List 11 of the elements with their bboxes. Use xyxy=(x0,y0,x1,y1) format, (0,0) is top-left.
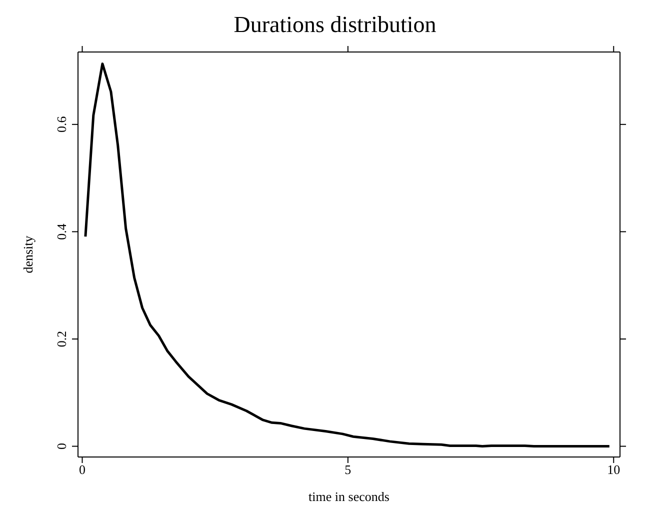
line-series xyxy=(84,62,611,448)
x-axis-title: time in seconds xyxy=(308,489,390,504)
y-tick-label: 0.4 xyxy=(54,223,69,240)
x-tick-label: 0 xyxy=(79,462,86,478)
chart-title: Durations distribution xyxy=(232,12,438,38)
y-tick-label: 0 xyxy=(54,443,69,450)
y-tick-label: 0.6 xyxy=(54,116,69,133)
x-tick-label: 10 xyxy=(607,462,620,478)
y-tick-label: 0.2 xyxy=(54,330,69,348)
y-axis-title: density xyxy=(20,235,36,274)
x-tick-label: 5 xyxy=(344,462,352,478)
